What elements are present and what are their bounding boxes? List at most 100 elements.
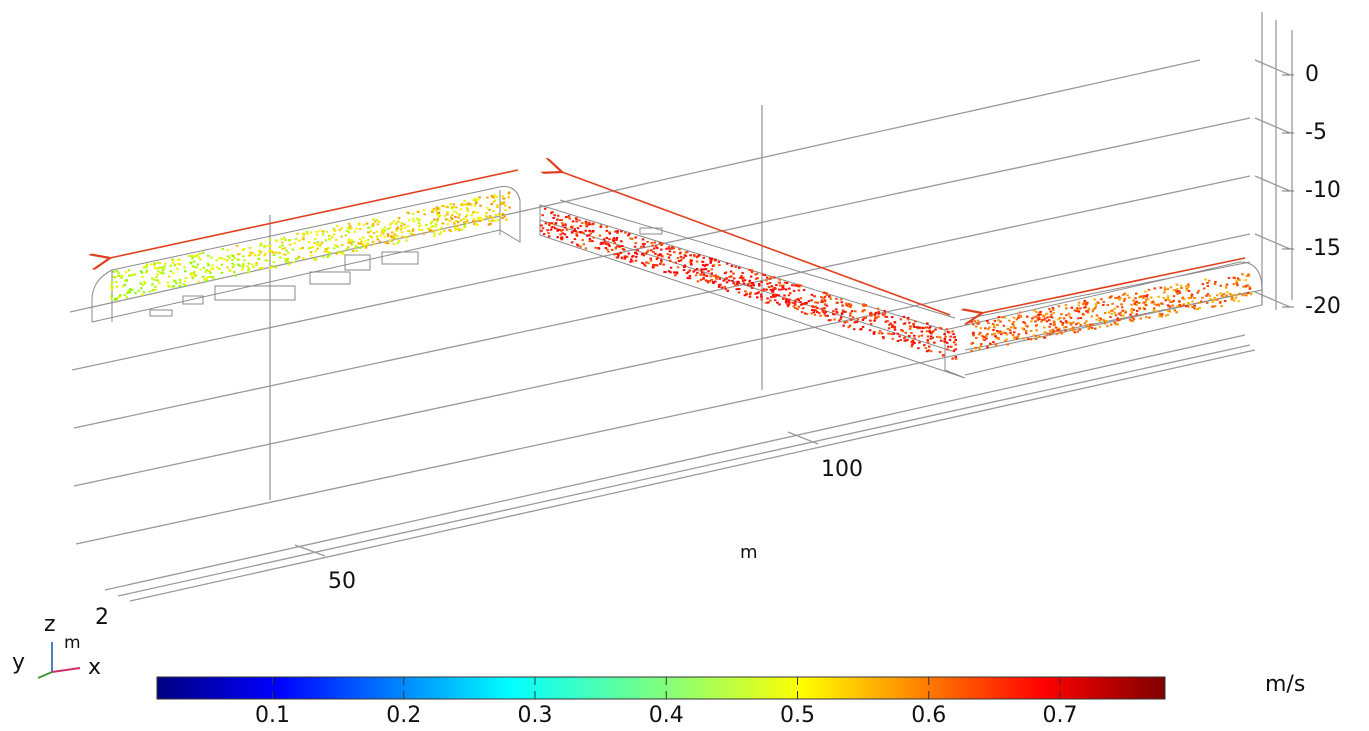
particle [287, 239, 291, 242]
particle [1095, 318, 1098, 321]
particle [675, 271, 679, 274]
particle [910, 345, 914, 348]
particle [1129, 318, 1132, 321]
particle [644, 264, 647, 267]
particle [465, 207, 469, 210]
particle [174, 280, 177, 283]
particle [725, 277, 728, 280]
particle [591, 230, 595, 233]
particle [400, 224, 403, 227]
particle [1030, 320, 1033, 323]
particle [608, 245, 611, 248]
particle [340, 227, 343, 230]
particle [1169, 301, 1172, 304]
particle [670, 246, 674, 249]
particle [1138, 296, 1141, 299]
particle [760, 293, 763, 296]
particle [844, 302, 848, 305]
particle [929, 335, 933, 338]
particle [1209, 298, 1212, 301]
particle [1070, 306, 1074, 309]
particle [437, 211, 441, 214]
particle [370, 236, 373, 239]
particle [465, 221, 469, 224]
particle [542, 233, 546, 236]
particle [350, 241, 353, 244]
particle [756, 292, 759, 295]
particle [309, 231, 313, 234]
particle [502, 201, 506, 204]
particle [448, 229, 451, 232]
particle [1135, 309, 1139, 312]
particle [446, 210, 449, 213]
particle [667, 246, 671, 249]
particle [723, 272, 727, 275]
particle [1213, 305, 1217, 308]
particle [372, 232, 376, 235]
particle [792, 305, 795, 308]
particle [492, 200, 496, 203]
particle [373, 243, 376, 246]
particle [240, 268, 244, 271]
particle [400, 222, 404, 225]
particle [452, 203, 456, 206]
particle [205, 277, 208, 280]
particle [775, 293, 779, 296]
particle [220, 271, 224, 274]
particle [1075, 307, 1079, 310]
particle [793, 306, 797, 309]
particle [1183, 298, 1186, 301]
particle [874, 317, 878, 320]
particle [1126, 294, 1129, 297]
particle [561, 232, 564, 235]
colorbar-tick-label: 0.5 [780, 703, 815, 728]
particle [465, 218, 469, 221]
particle [592, 236, 595, 239]
particle [1065, 307, 1068, 310]
particle [435, 206, 439, 209]
particle [282, 253, 286, 256]
particle [927, 349, 931, 352]
particle [1097, 316, 1101, 319]
particle [908, 325, 912, 328]
particle [1052, 308, 1055, 311]
particle [826, 314, 829, 317]
particle [438, 233, 441, 236]
particle [189, 272, 193, 275]
particle [297, 256, 300, 259]
particle [1038, 312, 1041, 315]
particle [820, 307, 824, 310]
particle [140, 287, 143, 290]
particle [668, 259, 672, 262]
particle [604, 246, 608, 249]
particle [825, 304, 829, 307]
particle [379, 234, 382, 237]
particle [110, 281, 114, 284]
particle [578, 231, 582, 234]
particle [849, 314, 852, 317]
particle [371, 222, 375, 225]
particle [456, 225, 459, 228]
particle [128, 291, 132, 294]
particle [288, 243, 292, 246]
particle [765, 301, 768, 304]
particle [574, 217, 578, 220]
particle [1052, 330, 1055, 333]
particle [1130, 303, 1133, 306]
particle [1218, 301, 1222, 304]
particle [813, 295, 816, 298]
particle [1045, 320, 1049, 323]
particle [660, 242, 664, 245]
particle [270, 265, 274, 268]
particle [389, 235, 393, 238]
particle [111, 286, 114, 289]
particle [795, 284, 798, 287]
particle [365, 222, 369, 225]
particle [760, 298, 763, 301]
particle [396, 242, 400, 245]
particle [1206, 281, 1209, 284]
particle [702, 277, 705, 280]
particle [400, 227, 404, 230]
particle [1128, 296, 1131, 299]
particle [127, 274, 131, 277]
